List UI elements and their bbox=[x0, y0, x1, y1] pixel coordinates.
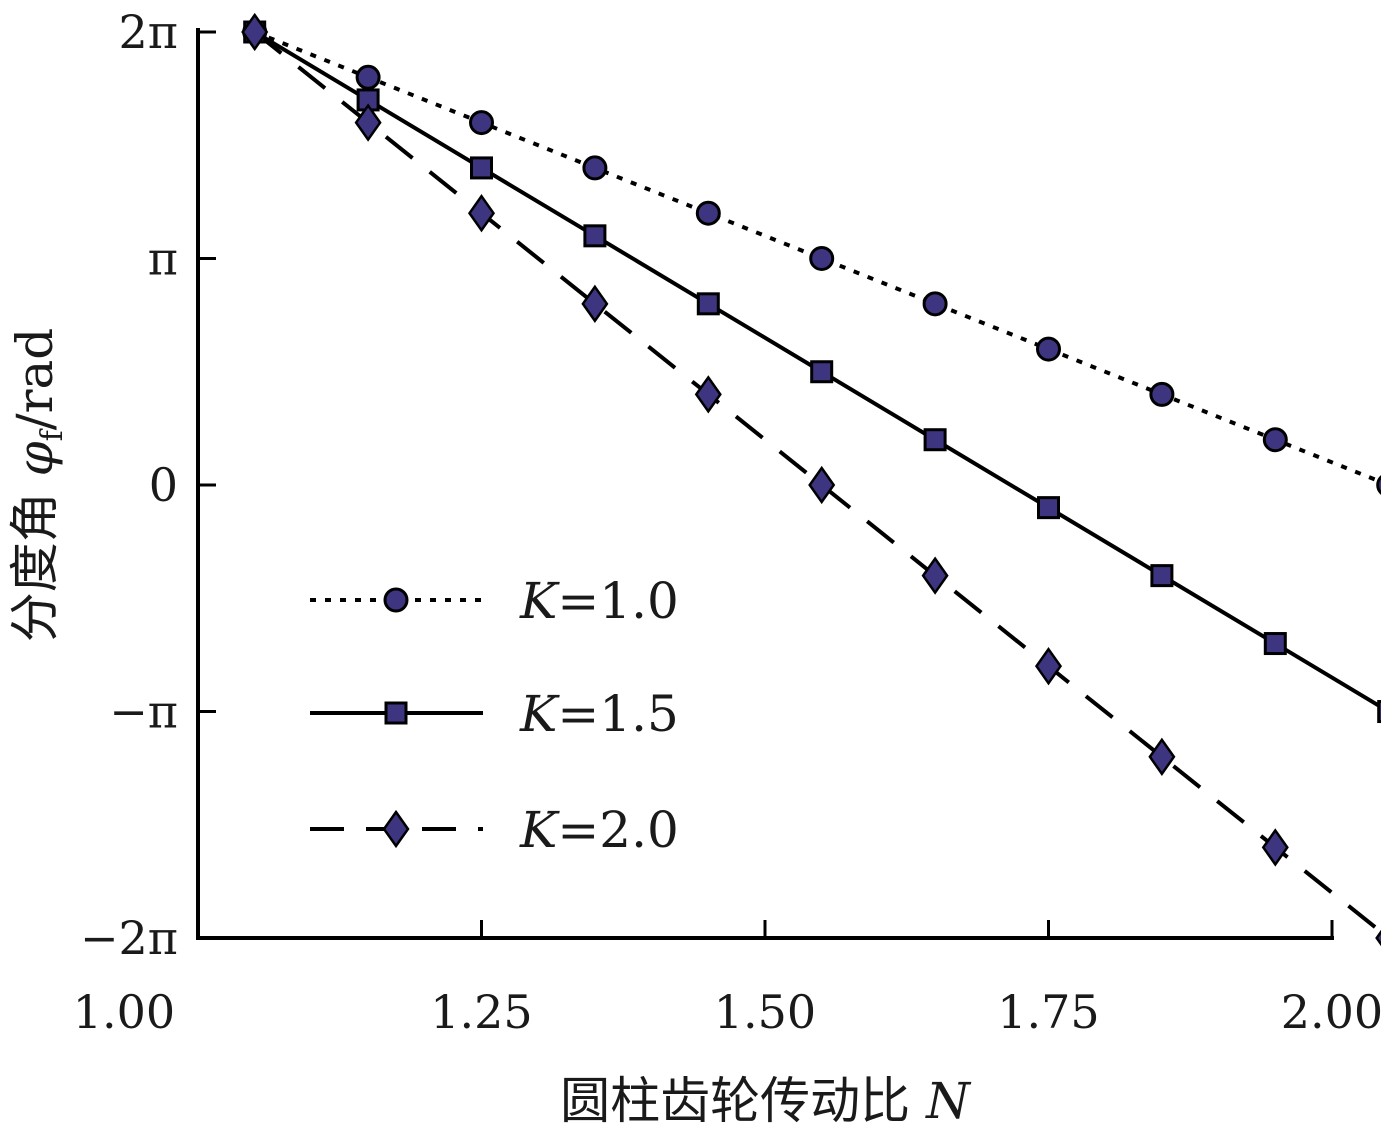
series-1-point bbox=[469, 110, 494, 136]
series-markers bbox=[241, 12, 1381, 947]
series-2-point bbox=[923, 428, 947, 452]
series-3-point bbox=[467, 194, 496, 233]
x-tick-label: 1.75 bbox=[997, 985, 1099, 1039]
series-3-point bbox=[921, 556, 949, 595]
series-1-point bbox=[1262, 427, 1288, 453]
ticks: 1.00 1.25 1.50 1.75 2.00 2π π 0 −π −2π bbox=[73, 5, 1381, 1039]
legend-marker-2 bbox=[384, 701, 408, 725]
y-tick-label: 2π bbox=[119, 5, 179, 59]
y-tick-label: 0 bbox=[149, 458, 178, 512]
series-2-point bbox=[1150, 564, 1174, 588]
series-2-point bbox=[810, 360, 834, 384]
x-axis-title: 圆柱齿轮传动比 N bbox=[560, 1072, 972, 1130]
series-3-point bbox=[1148, 737, 1176, 776]
series-3-point bbox=[1261, 828, 1289, 867]
legend-label-3: K=2.0 bbox=[519, 801, 679, 859]
series-3-point bbox=[1034, 647, 1063, 686]
series-3-point bbox=[241, 12, 269, 52]
series-1-point bbox=[1036, 336, 1061, 362]
legend: K=1.0 K=1.5 K=2.0 bbox=[310, 572, 679, 859]
y-tick-label: −π bbox=[109, 685, 178, 739]
legend-marker-3 bbox=[382, 809, 410, 849]
x-tick-label: 2.00 bbox=[1281, 985, 1381, 1039]
series-2-point bbox=[1377, 700, 1381, 724]
y-tick-label: −2π bbox=[80, 911, 178, 965]
series-2-point bbox=[696, 292, 720, 316]
legend-label-2: K=1.5 bbox=[519, 685, 679, 743]
y-axis-title: 分度角 φf/rad bbox=[6, 328, 70, 643]
series-3-point bbox=[1375, 929, 1381, 947]
series-3-point bbox=[354, 103, 382, 142]
series-line-3 bbox=[253, 30, 1381, 935]
series-1-point bbox=[582, 155, 608, 181]
series-2-point bbox=[583, 224, 607, 248]
series-3-point bbox=[694, 375, 722, 414]
legend-label-1: K=1.0 bbox=[519, 572, 679, 630]
x-tick-label: 1.50 bbox=[714, 985, 816, 1039]
legend-marker-1 bbox=[383, 587, 409, 613]
series-3-point bbox=[581, 284, 609, 323]
x-tick-label: 1.25 bbox=[430, 985, 532, 1039]
series-2-point bbox=[1263, 632, 1287, 656]
series-3-point bbox=[808, 465, 836, 505]
series-1-point bbox=[355, 64, 381, 90]
series-2-point bbox=[1037, 496, 1060, 520]
series-1-point bbox=[922, 291, 948, 317]
series-1-point bbox=[1376, 475, 1381, 495]
axes bbox=[196, 28, 1334, 940]
y-tick-label: π bbox=[148, 232, 178, 286]
series-1-point bbox=[695, 200, 721, 226]
series-1-point bbox=[809, 245, 835, 271]
series-2-point bbox=[470, 156, 493, 180]
x-tick-label: 1.00 bbox=[73, 985, 175, 1039]
series-1-point bbox=[1149, 381, 1175, 407]
